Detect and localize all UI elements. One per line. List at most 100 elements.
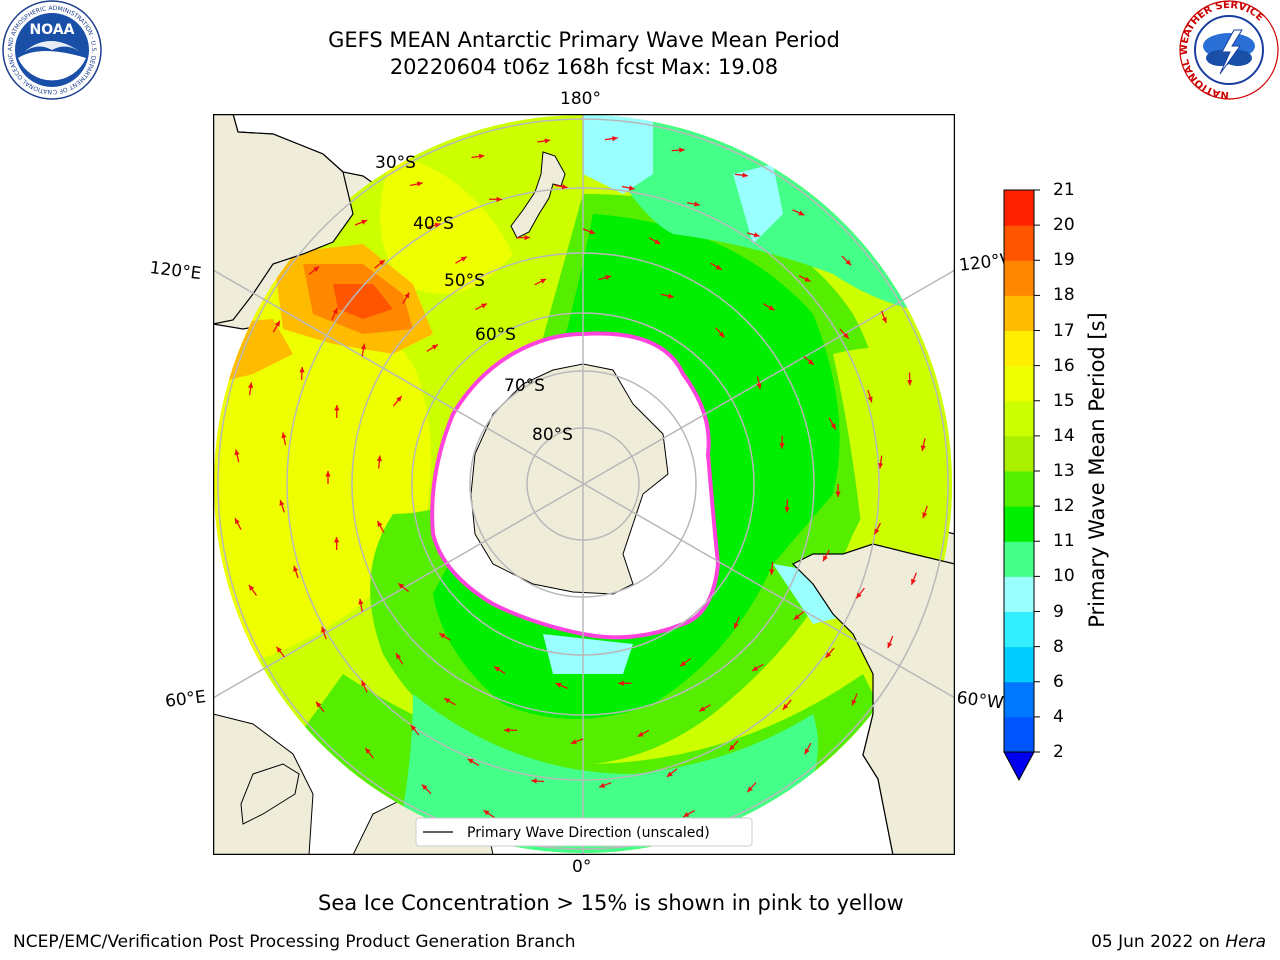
lon-label-60e: 60°E: [164, 687, 208, 712]
wave-arrow-head: [680, 660, 686, 667]
colorbar-segment: [1004, 365, 1034, 402]
lat-label-70s: 70°S: [504, 376, 545, 396]
wave-arrow-head: [332, 308, 338, 315]
wave-arrow-head: [605, 275, 612, 281]
wave-arrow-head: [856, 592, 862, 599]
wave-arrow-head: [867, 396, 873, 403]
wave-arrow-head: [544, 138, 551, 144]
wave-direction-arrows: [234, 136, 928, 830]
wave-arrow-head: [752, 666, 759, 671]
wave-arrow-head: [881, 317, 887, 323]
colorbar-segment: [1004, 190, 1034, 226]
lat-label-50s: 50°S: [444, 271, 485, 291]
footer-credit: NCEP/EMC/Verification Post Processing Pr…: [13, 932, 576, 952]
wave-arrow-head: [321, 626, 327, 633]
map-panel: Primary Wave Direction (unscaled) 30°S 4…: [213, 114, 955, 855]
map-frame: [213, 114, 955, 855]
colorbar-tick-label: 11: [1053, 531, 1075, 552]
colorbar-tick-label: 9: [1053, 601, 1064, 622]
colorbar-segment: [1004, 260, 1034, 296]
wave-arrow-head: [439, 633, 446, 639]
wave-arrow-head: [248, 584, 255, 591]
wave-arrow-head: [628, 185, 635, 191]
wave-arrow-head: [742, 172, 748, 178]
colorbar-segment: [1004, 576, 1034, 612]
wave-arrow-head: [334, 537, 340, 543]
wave-arrow-head: [887, 642, 893, 649]
wave-arrow-head: [524, 235, 530, 241]
wave-arrow-head: [835, 491, 841, 497]
lon-label-0: 0°: [572, 857, 592, 877]
lon-label-60w: 60°W: [955, 688, 1005, 714]
colorbar-tick-label: 12: [1053, 496, 1075, 517]
wave-arrow-head: [825, 652, 832, 658]
wave-arrow-head: [679, 147, 685, 153]
wave-arrow-head: [274, 320, 280, 327]
colorbar-segment: [1004, 225, 1034, 261]
wave-arrow-head: [907, 380, 913, 386]
wave-arrow-head: [431, 344, 438, 350]
wave-arrow-head: [922, 512, 928, 519]
wave-arrow-head: [398, 583, 405, 589]
wave-arrow-head: [494, 666, 501, 672]
wave-arrow-head: [830, 423, 836, 430]
wave-arrow-head: [756, 383, 762, 390]
wave-arrow-head: [279, 500, 285, 506]
colorbar-tick-label: 14: [1053, 425, 1075, 446]
wave-arrow-head: [416, 181, 423, 187]
colorbar-segment: [1004, 646, 1034, 683]
map-legend: Primary Wave Direction (unscaled): [415, 817, 753, 847]
colorbar-tick-label: 18: [1053, 285, 1075, 306]
lat-label-40s: 40°S: [413, 214, 454, 234]
footer-date-text: 05 Jun 2022 on: [1091, 932, 1220, 952]
wave-arrow-head: [843, 332, 849, 339]
wave-arrow-head: [804, 748, 810, 755]
wave-arrow-head: [410, 724, 417, 731]
wave-arrow-head: [555, 682, 562, 688]
colorbar-tick-label: 16: [1053, 355, 1075, 376]
wave-arrow-head: [483, 810, 490, 816]
colorbar-segment: [1004, 611, 1034, 648]
colorbar: [1003, 189, 1040, 782]
wave-arrow-head: [379, 260, 385, 266]
colorbar-segment: [1004, 716, 1034, 753]
wave-arrow-head: [504, 727, 510, 733]
wave-arrow-head: [316, 701, 322, 708]
wave-arrow-head: [715, 264, 722, 270]
wave-arrow-head: [804, 276, 811, 282]
colorbar-tick-label: 4: [1053, 706, 1064, 727]
colorbar-tick-label: 8: [1053, 636, 1064, 657]
colorbar-tick-label: 21: [1053, 180, 1075, 200]
wave-arrow-head: [365, 748, 371, 754]
wave-arrow-head: [421, 784, 428, 791]
graticule: [213, 114, 955, 855]
wave-arrow-head: [540, 278, 547, 284]
wave-arrow-head: [361, 219, 368, 225]
wave-arrow-head: [729, 744, 735, 751]
wave-arrow-head: [281, 432, 287, 439]
colorbar-segment: [1004, 295, 1034, 331]
wave-arrow-head: [779, 443, 785, 449]
lon-label-180: 180°: [560, 89, 601, 109]
wave-arrow-head: [334, 405, 340, 411]
wave-arrow-head: [784, 507, 790, 513]
colorbar-tick-label: 19: [1053, 250, 1075, 271]
lat-label-30s: 30°S: [375, 153, 416, 173]
nws-logo: NATIONAL WEATHER SERVICE: [1179, 0, 1279, 100]
colorbar-segment: [1004, 681, 1034, 718]
wave-arrow-head: [699, 706, 706, 712]
wave-arrow-head: [618, 680, 624, 686]
wave-arrow-head: [467, 758, 474, 764]
wave-arrow-head: [325, 471, 331, 477]
wave-arrow-head: [396, 396, 402, 402]
wave-arrow-head: [361, 680, 367, 687]
wave-arrow-head: [612, 136, 618, 142]
colorbar-extend-arrow: [1003, 751, 1035, 782]
wave-arrow-head: [599, 782, 606, 788]
noaa-logo: NOAA NATIONAL OCEANIC AND ATMOSPHERIC AD…: [0, 0, 102, 100]
wave-arrow-head: [313, 266, 320, 272]
wave-arrow-head: [782, 703, 789, 710]
wave-arrow-head: [248, 382, 254, 389]
footer-host: Hera: [1225, 932, 1266, 952]
wave-arrow-head: [360, 343, 366, 350]
